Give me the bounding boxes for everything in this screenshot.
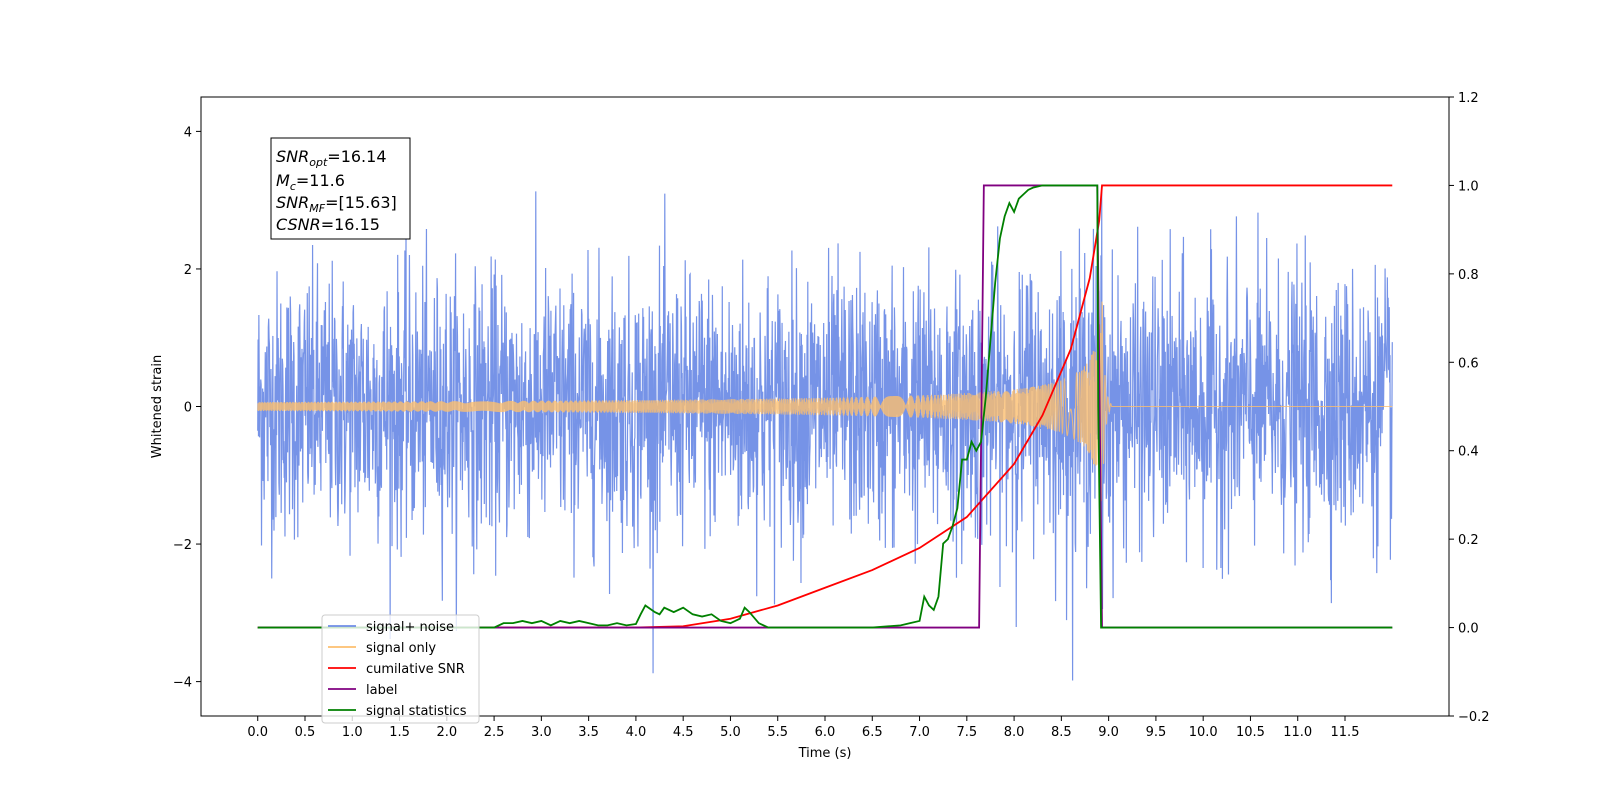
axes: 0.0 0.5 1.0 1.5 2.0 2.5 3.0 3.5 4.0 4.5 5.0 5.5 6.0 6… <box>150 91 1490 761</box>
annotation-frame <box>270 137 411 240</box>
legend-entry: signal statistics <box>366 704 467 719</box>
y-tick-label-left: 4 <box>184 125 192 140</box>
y-tick-label-left: −2 <box>173 538 192 553</box>
series-signal-statistics <box>257 184 1393 629</box>
y-tick-label-left: 2 <box>184 263 192 278</box>
legend-entry: signal+ noise <box>366 620 454 635</box>
x-tick-label: 6.5 <box>862 725 883 740</box>
y-tick-label-right: 0.0 <box>1458 622 1479 637</box>
x-tick-label: 3.5 <box>578 725 599 740</box>
x-tick-label: 0.5 <box>295 725 316 740</box>
y-tick-label-right: 1.2 <box>1458 91 1479 106</box>
y-tick-label-left: −4 <box>173 676 192 691</box>
y-tick-label-left: 0 <box>184 401 192 416</box>
x-tick-label: 11.5 <box>1331 725 1360 740</box>
x-tick-label: 9.0 <box>1098 725 1119 740</box>
series-cumulative-snr <box>257 184 1393 629</box>
x-tick-label: 4.5 <box>673 725 694 740</box>
y-tick-label-right: 0.8 <box>1458 268 1479 283</box>
x-tick-label: 9.5 <box>1146 725 1167 740</box>
x-tick-label: 10.5 <box>1236 725 1265 740</box>
y-tick-label-right: 0.6 <box>1458 356 1479 371</box>
x-tick-label: 11.0 <box>1283 725 1312 740</box>
y-tick-label-right: 1.0 <box>1458 179 1479 194</box>
x-tick-label: 8.5 <box>1051 725 1072 740</box>
series-signal-noise <box>257 189 1393 681</box>
x-tick-label: 2.5 <box>484 725 505 740</box>
x-tick-label: 1.0 <box>342 725 363 740</box>
x-tick-label: 5.0 <box>720 725 741 740</box>
annotation-csnr: CSNR=16.15 <box>276 215 380 234</box>
x-axis-label: Time (s) <box>798 746 852 761</box>
x-tick-label: 4.0 <box>626 725 647 740</box>
x-tick-label: 7.0 <box>909 725 930 740</box>
legend-entry: cumilative SNR <box>366 662 465 677</box>
y-tick-label-right: −0.2 <box>1458 710 1490 725</box>
x-tick-label: 6.0 <box>815 725 836 740</box>
legend-frame <box>321 614 480 724</box>
x-tick-label: 0.0 <box>247 725 268 740</box>
annotation-snr_mf: SNRMF=[15.63] <box>276 193 397 215</box>
plot-area <box>257 184 1393 681</box>
annotation-mc: Mc=11.6 <box>276 171 345 193</box>
legend: signal+ noise signal only cumilative SNR la… <box>321 614 480 724</box>
y-tick-label-right: 0.2 <box>1458 533 1479 548</box>
x-tick-label: 5.5 <box>767 725 788 740</box>
x-tick-label: 2.0 <box>436 725 457 740</box>
legend-entry: signal only <box>366 641 436 656</box>
y-tick-label-right: 0.4 <box>1458 445 1479 460</box>
x-tick-label: 7.5 <box>956 725 977 740</box>
annotation-box: SNRopt=16.14Mc=11.6SNRMF=[15.63]CSNR=16.… <box>270 137 411 240</box>
x-tick-label: 8.0 <box>1004 725 1025 740</box>
x-tick-label: 3.0 <box>531 725 552 740</box>
y-axis-label: Whitened strain <box>150 355 165 458</box>
x-tick-label: 10.0 <box>1189 725 1218 740</box>
legend-entry: label <box>366 683 397 698</box>
series-signal-only <box>257 301 1393 502</box>
annotation-snr_opt: SNRopt=16.14 <box>276 147 387 169</box>
x-tick-label: 1.5 <box>389 725 410 740</box>
